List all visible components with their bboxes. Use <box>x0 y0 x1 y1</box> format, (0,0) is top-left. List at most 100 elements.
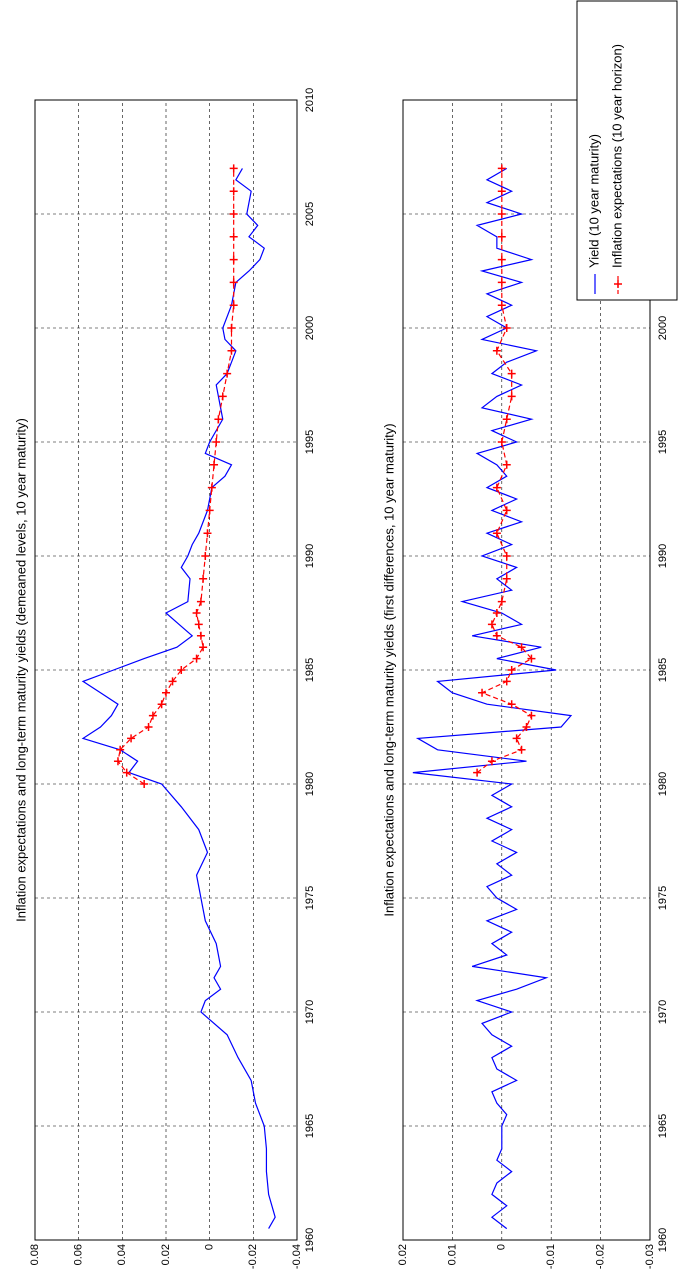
plus-marker <box>218 392 227 401</box>
plus-marker <box>507 666 516 674</box>
plus-marker <box>229 232 238 241</box>
legend-label: Inflation expectations (10 year horizon) <box>609 44 624 268</box>
plus-marker <box>229 164 238 173</box>
y-tick-label: 0.06 <box>73 1244 85 1265</box>
x-tick-label: 1965 <box>657 1114 669 1138</box>
plus-marker <box>127 734 136 743</box>
plus-marker <box>144 723 153 731</box>
x-tick-label: 1975 <box>657 886 669 910</box>
x-tick-label: 1980 <box>657 772 669 796</box>
plus-marker <box>229 210 238 218</box>
plus-marker <box>527 711 536 720</box>
plus-marker <box>497 210 506 218</box>
plus-marker <box>203 529 212 538</box>
plus-marker <box>229 187 238 196</box>
plot-frame <box>34 99 298 1241</box>
x-tick-label: 2000 <box>657 316 669 340</box>
plus-marker <box>214 415 223 424</box>
plus-marker <box>527 654 536 663</box>
plus-marker <box>512 734 521 743</box>
plus-marker <box>492 529 501 538</box>
plus-marker <box>210 460 219 469</box>
plus-marker <box>194 620 203 629</box>
y-tick-label: -0.02 <box>595 1244 607 1269</box>
rotated-canvas: Inflation expectations and long-term mat… <box>13 0 678 1269</box>
x-tick-label: 2000 <box>304 316 316 340</box>
plus-marker <box>227 346 236 355</box>
legend-box <box>576 0 678 301</box>
x-tick-label: 1980 <box>304 772 316 796</box>
plus-marker <box>507 392 516 401</box>
plus-marker <box>473 768 482 777</box>
plus-marker <box>492 631 501 640</box>
chart-title: Inflation expectations and long-term mat… <box>381 423 396 916</box>
plus-marker <box>148 711 157 720</box>
plus-marker <box>487 620 496 629</box>
plus-marker <box>502 415 511 424</box>
plus-marker <box>227 324 236 332</box>
x-tick-label: 1985 <box>657 658 669 682</box>
plus-marker <box>229 278 238 287</box>
y-tick-label: 0.08 <box>29 1244 41 1265</box>
y-tick-label: 0.01 <box>446 1244 458 1265</box>
plus-marker <box>116 745 125 754</box>
x-tick-label: 2005 <box>304 202 316 226</box>
y-tick-label: 0.04 <box>116 1244 128 1265</box>
series-line <box>81 168 276 1229</box>
plus-marker <box>168 677 177 686</box>
plus-marker <box>497 232 506 241</box>
plus-marker <box>199 574 208 583</box>
x-tick-label: 1970 <box>657 1000 669 1024</box>
plus-marker <box>229 255 238 264</box>
plus-marker <box>517 643 526 652</box>
y-tick-label: 0.02 <box>160 1244 172 1265</box>
plus-marker <box>487 757 496 766</box>
plus-marker <box>196 597 205 606</box>
plus-marker <box>207 483 216 492</box>
plus-marker <box>507 700 516 709</box>
x-tick-label: 1975 <box>304 886 316 910</box>
x-tick-label: 1985 <box>304 658 316 682</box>
x-tick-label: 1990 <box>657 544 669 568</box>
plus-marker <box>229 301 238 310</box>
plot-frame <box>402 99 651 1241</box>
plus-marker <box>478 688 487 697</box>
plus-marker <box>122 768 131 777</box>
plus-marker <box>497 597 506 606</box>
x-tick-label: 1990 <box>304 544 316 568</box>
plus-marker <box>113 757 122 766</box>
plus-marker <box>196 631 205 640</box>
plus-marker <box>502 460 511 469</box>
plus-marker <box>497 187 506 196</box>
plus-marker <box>177 666 186 674</box>
plus-marker <box>205 506 214 515</box>
y-tick-label: -0.03 <box>644 1244 656 1269</box>
plus-marker <box>507 369 516 378</box>
y-tick-label: -0.02 <box>247 1244 259 1269</box>
chart-title: Inflation expectations and long-term mat… <box>13 418 28 922</box>
plus-marker <box>502 324 511 332</box>
y-tick-label: 0.02 <box>397 1244 409 1265</box>
plus-marker <box>162 688 170 697</box>
plus-marker <box>497 301 506 310</box>
plus-marker <box>492 483 501 492</box>
legend-label: Yield (10 year maturity) <box>586 134 601 268</box>
y-tick-label: -0.01 <box>545 1244 557 1269</box>
x-tick-label: 1995 <box>657 430 669 454</box>
x-tick-label: 1995 <box>304 430 316 454</box>
series-line <box>412 167 573 1230</box>
legend-marker <box>614 280 622 288</box>
x-tick-label: 1970 <box>304 1000 316 1024</box>
y-tick-label: -0.04 <box>291 1244 303 1269</box>
x-tick-label: 1965 <box>304 1114 316 1138</box>
plus-marker <box>502 574 511 583</box>
plus-marker <box>517 745 526 754</box>
x-tick-label: 2010 <box>304 88 316 112</box>
plus-marker <box>497 164 506 173</box>
plus-marker <box>502 677 511 686</box>
plus-marker <box>502 506 511 515</box>
series-line <box>476 168 533 774</box>
plus-marker <box>492 609 501 617</box>
plus-marker <box>140 780 149 788</box>
